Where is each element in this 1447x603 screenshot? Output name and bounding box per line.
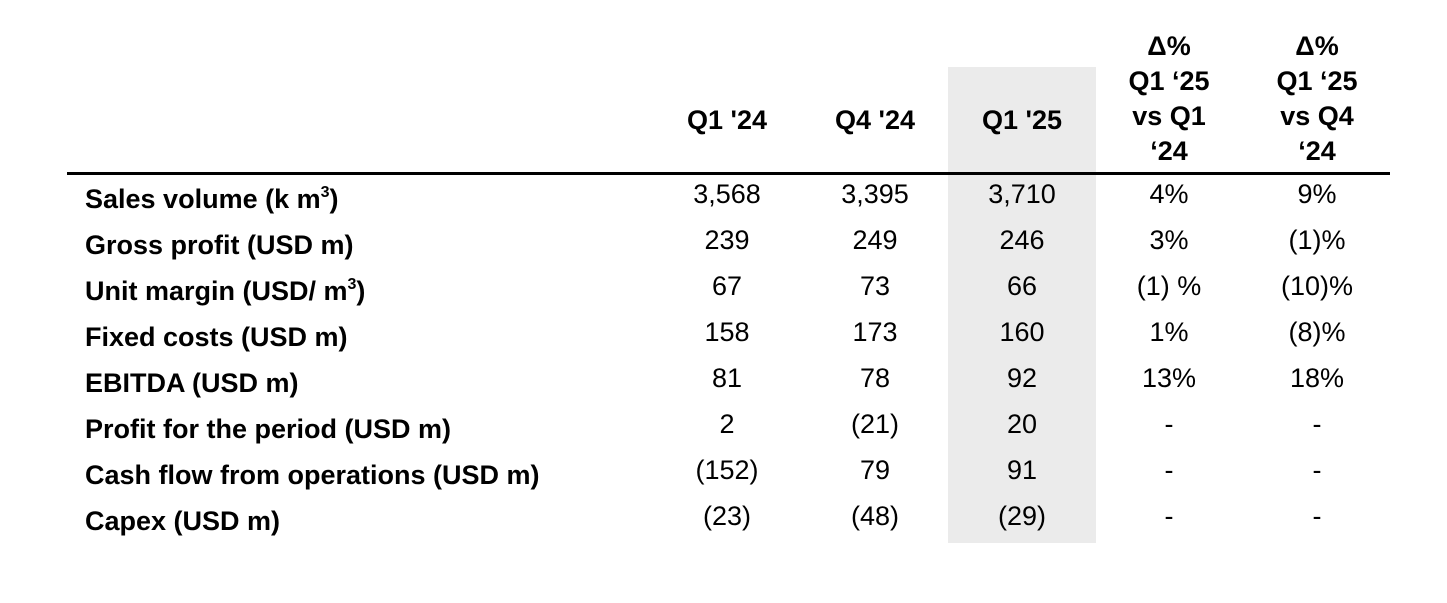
- table-row: Unit margin (USD/ m3) 67 73 66 (1) % (10)%: [0, 268, 1447, 314]
- table-cell: 2: [719, 409, 735, 439]
- table-row: Capex (USD m) (23) (48) (29) - -: [0, 498, 1447, 544]
- table-cell: (1) %: [1136, 271, 1202, 301]
- table-cell: 91: [1006, 455, 1038, 485]
- table-cell: 160: [999, 317, 1045, 347]
- table-cell: (29): [997, 501, 1046, 531]
- header-divider: [67, 172, 1390, 175]
- row-label-text: EBITDA (USD m): [85, 368, 299, 398]
- table-cell: 66: [1006, 271, 1038, 301]
- table-cell: -: [1164, 455, 1174, 485]
- table-cell: 4%: [1149, 179, 1189, 209]
- table-cell: (23): [702, 501, 751, 531]
- highlighted-column-q1-25: [948, 67, 1096, 543]
- table-cell: 239: [704, 225, 750, 255]
- row-label-text: Gross profit (USD m): [85, 230, 354, 260]
- table-cell: 3,395: [841, 179, 909, 209]
- table-cell: 73: [859, 271, 891, 301]
- row-label: Fixed costs (USD m): [85, 314, 348, 360]
- table-cell: 3%: [1149, 225, 1189, 255]
- table-cell: (8)%: [1288, 317, 1346, 347]
- table-cell: 249: [852, 225, 898, 255]
- table-cell: 81: [711, 363, 743, 393]
- row-label: Cash flow from operations (USD m): [85, 452, 540, 498]
- header-line: ‘24: [1150, 136, 1188, 166]
- row-label-text: Fixed costs (USD m): [85, 322, 348, 352]
- row-label-suffix: ): [329, 184, 339, 214]
- row-label: EBITDA (USD m): [85, 360, 299, 406]
- header-q1-25: Q1 '25: [982, 105, 1062, 135]
- row-label: Unit margin (USD/ m3): [85, 268, 365, 314]
- table-cell: -: [1312, 455, 1322, 485]
- row-label: Profit for the period (USD m): [85, 406, 451, 452]
- table-cell: 3,710: [988, 179, 1056, 209]
- row-label-text: Cash flow from operations (USD m): [85, 460, 540, 490]
- row-label: Capex (USD m): [85, 498, 280, 544]
- header-q1-24: Q1 '24: [687, 105, 767, 135]
- header-delta-yoy: Δ% Q1 ‘25 vs Q1 ‘24: [1095, 29, 1243, 169]
- superscript: 3: [347, 276, 357, 293]
- table-cell: 173: [852, 317, 898, 347]
- row-label-suffix: ): [356, 276, 366, 306]
- header-delta-qoq: Δ% Q1 ‘25 vs Q4 ‘24: [1243, 29, 1391, 169]
- header-line: Q1 ‘25: [1128, 66, 1210, 96]
- table-row: EBITDA (USD m) 81 78 92 13% 18%: [0, 360, 1447, 406]
- table-cell: 92: [1006, 363, 1038, 393]
- delta-symbol: Δ%: [1147, 31, 1191, 61]
- table-cell: -: [1164, 501, 1174, 531]
- table-cell: 20: [1006, 409, 1038, 439]
- table-cell: 246: [999, 225, 1045, 255]
- table-cell: -: [1312, 501, 1322, 531]
- delta-symbol: Δ%: [1295, 31, 1339, 61]
- table-row: Cash flow from operations (USD m) (152) 79…: [0, 452, 1447, 498]
- row-label-text: Capex (USD m): [85, 506, 281, 536]
- table-cell: (10)%: [1280, 271, 1354, 301]
- table-cell: 9%: [1297, 179, 1337, 209]
- header-q4-24: Q4 '24: [835, 105, 915, 135]
- header-line: vs Q1: [1132, 101, 1206, 131]
- table-row: Profit for the period (USD m) 2 (21) 20 - -: [0, 406, 1447, 452]
- header-line: Q1 ‘25: [1276, 66, 1358, 96]
- row-label-text: Sales volume (k m: [85, 184, 321, 214]
- table-cell: -: [1164, 409, 1174, 439]
- table-cell: 3,568: [693, 179, 761, 209]
- table-row: Fixed costs (USD m) 158 173 160 1% (8)%: [0, 314, 1447, 360]
- table-cell: 13%: [1141, 363, 1197, 393]
- table-row: Gross profit (USD m) 239 249 246 3% (1)%: [0, 222, 1447, 268]
- table-cell: (48): [850, 501, 899, 531]
- table-cell: 158: [704, 317, 750, 347]
- table-cell: (21): [850, 409, 899, 439]
- table-cell: 1%: [1149, 317, 1189, 347]
- table-cell: (1)%: [1288, 225, 1346, 255]
- table-cell: 78: [859, 363, 891, 393]
- header-line: vs Q4: [1280, 101, 1354, 131]
- table-cell: 79: [859, 455, 891, 485]
- row-label: Gross profit (USD m): [85, 222, 354, 268]
- table-cell: -: [1312, 409, 1322, 439]
- table-cell: 67: [711, 271, 743, 301]
- row-label: Sales volume (k m3): [85, 176, 339, 222]
- table-row: Sales volume (k m3) 3,568 3,395 3,710 4% 9%: [0, 176, 1447, 222]
- superscript: 3: [320, 184, 330, 201]
- header-line: ‘24: [1298, 136, 1336, 166]
- row-label-text: Profit for the period (USD m): [85, 414, 451, 444]
- row-label-text: Unit margin (USD/ m: [85, 276, 348, 306]
- table-cell: 18%: [1289, 363, 1345, 393]
- table-cell: (152): [695, 455, 759, 485]
